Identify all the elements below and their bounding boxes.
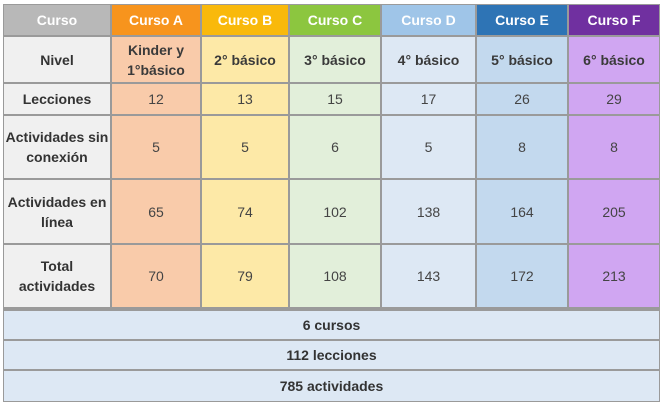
summary-activities: 785 actividades: [3, 370, 660, 402]
table-cell: Kinder y 1°básico: [111, 36, 201, 83]
table-row: Lecciones 12 13 15 17 26 29: [3, 83, 660, 115]
row-label: Actividades sin conexión: [3, 115, 111, 179]
header-course-b: Curso B: [201, 4, 289, 36]
table-row: Actividades en línea 65 74 102 138 164 2…: [3, 179, 660, 244]
table-row: Actividades sin conexión 5 5 6 5 8 8: [3, 115, 660, 179]
table-cell: 13: [201, 83, 289, 115]
summary-courses: 6 cursos: [3, 310, 660, 340]
table-cell: 143: [381, 244, 476, 308]
header-course-f: Curso F: [568, 4, 660, 36]
table-cell: 108: [289, 244, 381, 308]
table-cell: 172: [476, 244, 568, 308]
table-row: Total actividades 70 79 108 143 172 213: [3, 244, 660, 308]
table-cell: 74: [201, 179, 289, 244]
table-cell: 29: [568, 83, 660, 115]
table-cell: 79: [201, 244, 289, 308]
table-cell: 70: [111, 244, 201, 308]
table-cell: 138: [381, 179, 476, 244]
table-cell: 5° básico: [476, 36, 568, 83]
row-label: Total actividades: [3, 244, 111, 308]
table-cell: 3° básico: [289, 36, 381, 83]
table-cell: 102: [289, 179, 381, 244]
row-label: Actividades en línea: [3, 179, 111, 244]
course-table: Curso Curso A Curso B Curso C Curso D Cu…: [3, 4, 660, 402]
table-cell: 164: [476, 179, 568, 244]
header-corner: Curso: [3, 4, 111, 36]
table-cell: 65: [111, 179, 201, 244]
row-label: Lecciones: [3, 83, 111, 115]
header-course-e: Curso E: [476, 4, 568, 36]
table-cell: 2° básico: [201, 36, 289, 83]
table-cell: 8: [568, 115, 660, 179]
header-course-c: Curso C: [289, 4, 381, 36]
table-cell: 213: [568, 244, 660, 308]
table-cell: 17: [381, 83, 476, 115]
table-cell: 6° básico: [568, 36, 660, 83]
table-cell: 6: [289, 115, 381, 179]
row-label: Nivel: [3, 36, 111, 83]
header-row: Curso Curso A Curso B Curso C Curso D Cu…: [3, 4, 660, 36]
header-course-d: Curso D: [381, 4, 476, 36]
table-cell: 5: [381, 115, 476, 179]
summary-lessons: 112 lecciones: [3, 340, 660, 370]
header-course-a: Curso A: [111, 4, 201, 36]
table-cell: 26: [476, 83, 568, 115]
table-cell: 5: [201, 115, 289, 179]
table-cell: 5: [111, 115, 201, 179]
table-cell: 15: [289, 83, 381, 115]
table-cell: 8: [476, 115, 568, 179]
table-cell: 205: [568, 179, 660, 244]
table-cell: 12: [111, 83, 201, 115]
table-row: Nivel Kinder y 1°básico 2° básico 3° bás…: [3, 36, 660, 83]
table-cell: 4° básico: [381, 36, 476, 83]
